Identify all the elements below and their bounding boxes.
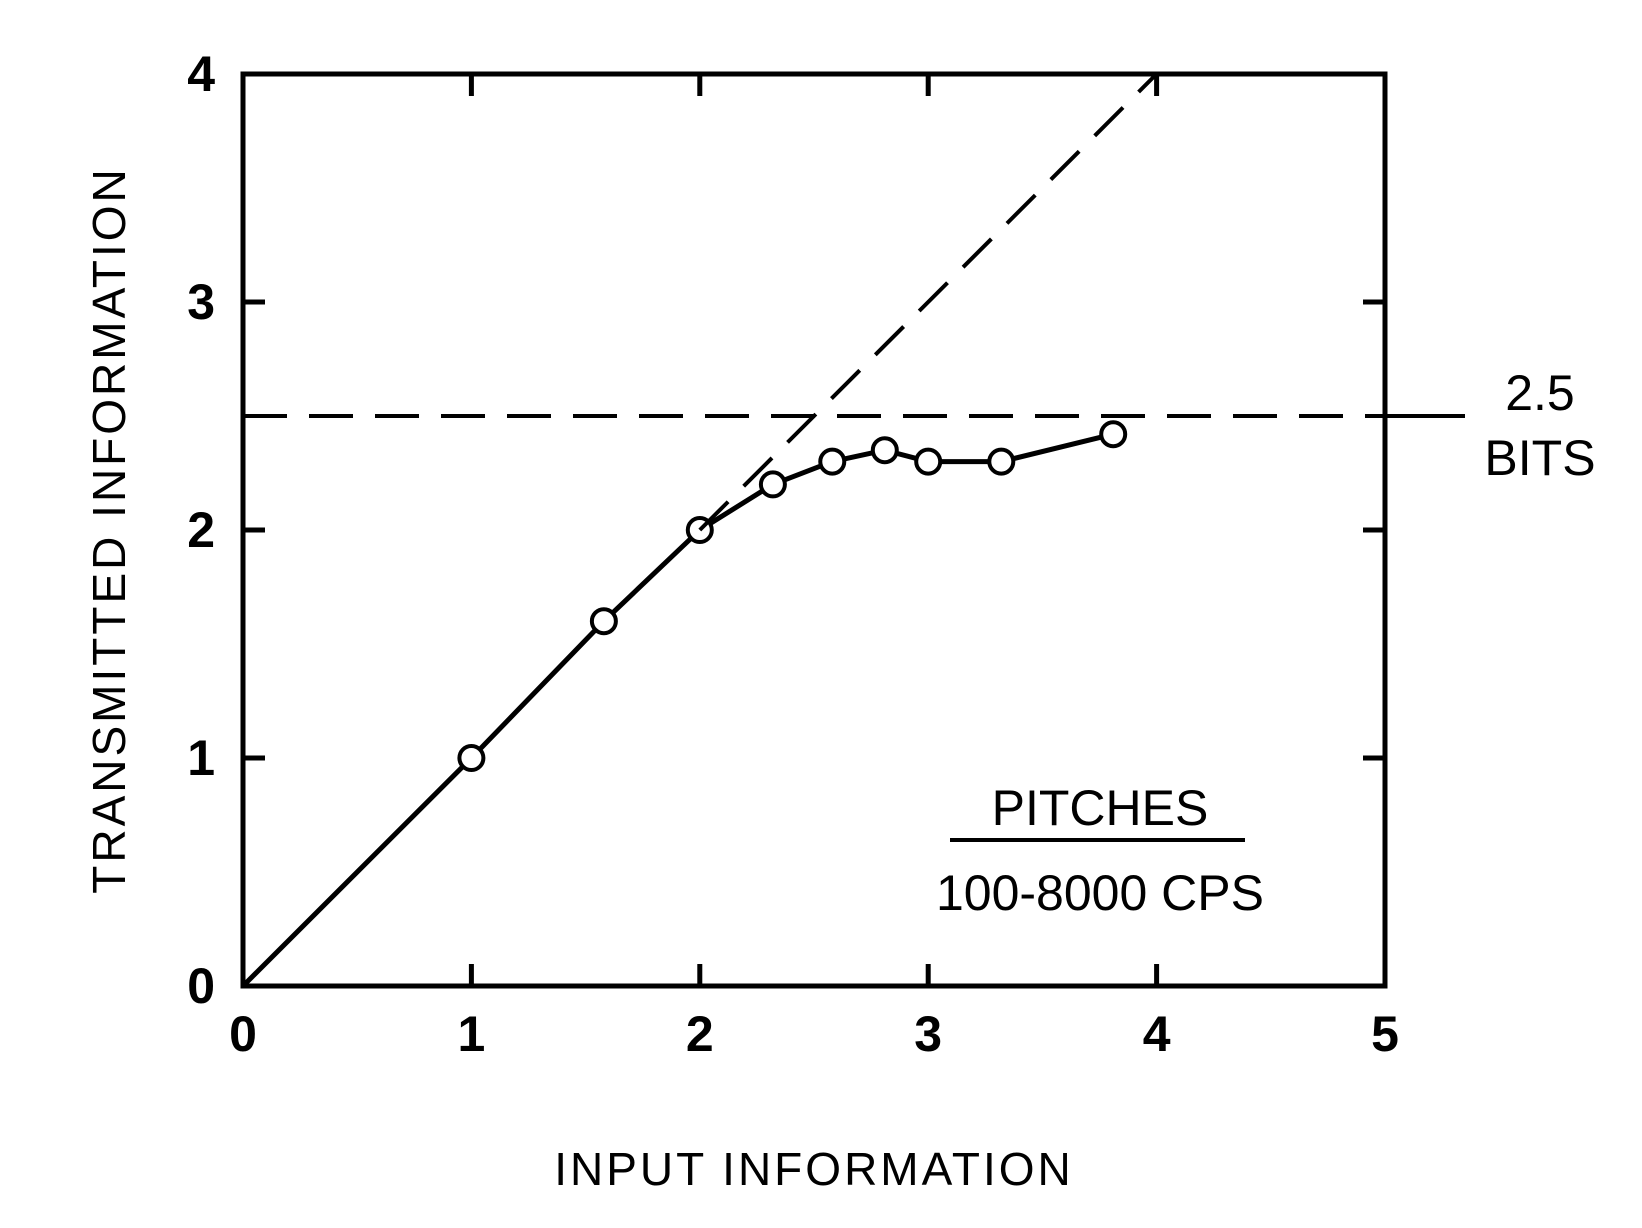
y-tick-label: 3	[187, 274, 215, 330]
data-point	[1099, 420, 1128, 449]
y-tick-label: 1	[187, 730, 215, 786]
y-tick-label: 0	[187, 958, 215, 1014]
dashed-identity-line	[698, 72, 1159, 532]
plot-frame	[240, 71, 1388, 989]
x-tick-label: 0	[229, 1006, 257, 1062]
data-point	[870, 436, 899, 465]
x-axis-label: INPUT INFORMATION	[554, 1143, 1074, 1195]
data-point	[914, 447, 943, 476]
x-tick-label: 4	[1143, 1006, 1171, 1062]
data-point	[457, 744, 486, 772]
ticks	[243, 74, 1385, 986]
data-point	[818, 447, 847, 476]
transmitted-information-line	[241, 431, 1114, 988]
annotation-subtitle: 100-8000 CPS	[936, 865, 1264, 921]
x-tick-label: 3	[914, 1006, 942, 1062]
tick-labels: 0 1 2 3 4 5 0 1 2 3 4	[187, 46, 1399, 1062]
x-tick-label: 2	[686, 1006, 714, 1062]
y-axis-label: TRANSMITTED INFORMATION	[83, 166, 135, 893]
data-point	[589, 607, 618, 636]
y-tick-label: 4	[187, 46, 215, 102]
data-point	[758, 470, 787, 499]
reference-line-value-label: 2.5	[1505, 365, 1575, 421]
reference-line-unit-label: BITS	[1484, 430, 1595, 486]
x-tick-label: 5	[1371, 1006, 1399, 1062]
x-tick-label: 1	[457, 1006, 485, 1062]
data-point	[987, 447, 1016, 476]
annotation-title: PITCHES	[992, 780, 1209, 836]
y-tick-label: 2	[187, 502, 215, 558]
series	[241, 72, 1159, 988]
